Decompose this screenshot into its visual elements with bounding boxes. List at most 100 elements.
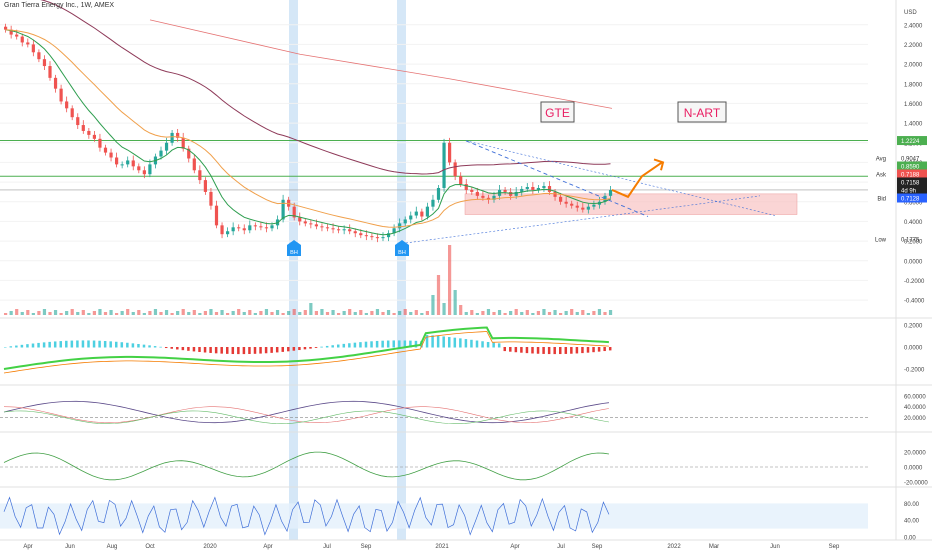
macd-histogram-bar bbox=[259, 347, 262, 354]
macd-histogram-bar bbox=[547, 347, 551, 355]
macd-histogram-bar bbox=[503, 347, 506, 352]
candle-body bbox=[42, 59, 47, 67]
candle-body bbox=[209, 191, 213, 206]
macd-histogram-bar bbox=[53, 341, 57, 348]
volume-bar bbox=[386, 310, 391, 315]
stoch-tick-label: 0.00 bbox=[904, 536, 916, 542]
stoch-tick-label: 40.00 bbox=[904, 519, 920, 525]
price-tick-label: 0.0000 bbox=[904, 259, 923, 265]
candle-body bbox=[431, 199, 435, 207]
candle-body bbox=[65, 101, 69, 109]
candle-body bbox=[103, 147, 108, 153]
candle-body bbox=[109, 152, 113, 158]
macd-histogram-bar bbox=[320, 346, 323, 348]
time-axis-label: Apr bbox=[263, 544, 272, 550]
macd-histogram-bar bbox=[464, 339, 468, 348]
candle-body bbox=[214, 205, 219, 226]
macd-histogram-bar bbox=[42, 342, 46, 348]
volume-bar bbox=[126, 309, 130, 315]
volume-bar bbox=[425, 311, 429, 315]
volume-bar bbox=[9, 311, 13, 315]
price-tick-label: 0.6000 bbox=[904, 200, 923, 206]
volume-bar bbox=[353, 312, 357, 315]
volume-bar bbox=[281, 313, 285, 315]
time-axis-label: 2020 bbox=[203, 544, 217, 550]
macd-histogram-bar bbox=[514, 347, 518, 353]
price-tick-label: -0.4000 bbox=[904, 299, 925, 305]
macd-histogram-bar bbox=[220, 347, 223, 354]
signal-badge-label: BH bbox=[398, 250, 406, 256]
macd-histogram-bar bbox=[103, 340, 107, 348]
candle-body bbox=[253, 225, 257, 227]
axis-tag-bg bbox=[897, 193, 927, 203]
candle-body bbox=[92, 134, 96, 139]
signal-band-1 bbox=[289, 0, 298, 540]
macd-histogram-bar bbox=[70, 340, 74, 348]
volume-bar bbox=[253, 313, 257, 315]
macd-histogram-bar bbox=[370, 341, 373, 348]
candle-body bbox=[564, 201, 568, 204]
candle-body bbox=[436, 187, 441, 200]
macd-histogram-bar bbox=[492, 342, 495, 348]
volume-bar bbox=[226, 313, 230, 315]
macd-histogram-bar bbox=[131, 343, 135, 348]
volume-bar bbox=[359, 310, 363, 315]
macd-histogram-bar bbox=[142, 344, 146, 348]
volume-bar bbox=[431, 295, 435, 315]
axis-tag-name: Avg bbox=[876, 157, 886, 163]
candle-body bbox=[453, 162, 457, 177]
volume-bar bbox=[170, 313, 174, 315]
macd-histogram-bar bbox=[475, 340, 479, 348]
volume-bar bbox=[475, 313, 479, 315]
volume-bar bbox=[37, 311, 41, 315]
macd-histogram-bar bbox=[392, 340, 395, 348]
macd-histogram-bar bbox=[159, 346, 162, 348]
volume-bar bbox=[309, 303, 313, 315]
projection-arrowhead bbox=[653, 158, 665, 171]
macd-histogram-bar bbox=[264, 347, 268, 354]
macd-histogram-bar bbox=[226, 347, 229, 354]
candle-body bbox=[503, 189, 507, 192]
macd-histogram-bar bbox=[470, 339, 473, 348]
candle-body bbox=[514, 191, 518, 196]
candle-body bbox=[170, 132, 174, 143]
volume-bar bbox=[4, 313, 8, 315]
volume-bar bbox=[275, 310, 280, 315]
volume-bar bbox=[398, 311, 402, 315]
candle-body bbox=[414, 211, 418, 216]
candle-body bbox=[192, 158, 196, 171]
time-axis-label: Apr bbox=[510, 544, 519, 550]
candle-body bbox=[126, 160, 130, 165]
time-axis-label: Apr bbox=[23, 544, 32, 550]
candle-body bbox=[536, 187, 540, 190]
candle-body bbox=[303, 221, 307, 224]
candle-body bbox=[15, 34, 19, 37]
price-tick-label: 0.2000 bbox=[904, 240, 923, 246]
price-tick-label: 0.4000 bbox=[904, 220, 923, 226]
volume-bar bbox=[103, 312, 108, 315]
macd-histogram-bar bbox=[436, 335, 440, 348]
volume-bar bbox=[464, 312, 468, 315]
momentum-tick-label: -20.0000 bbox=[904, 481, 928, 487]
macd-histogram-bar bbox=[364, 341, 368, 348]
candle-body bbox=[120, 164, 124, 166]
volume-bar bbox=[92, 311, 96, 315]
macd-histogram-bar bbox=[214, 347, 218, 354]
macd-histogram-bar bbox=[342, 343, 346, 348]
time-axis-label: Mar bbox=[709, 544, 719, 550]
volume-bar bbox=[570, 309, 574, 315]
candle-body bbox=[509, 191, 513, 196]
candle-body bbox=[342, 229, 346, 231]
momentum-tick-label: 0.0000 bbox=[904, 466, 923, 472]
volume-bar bbox=[53, 310, 58, 315]
macd-histogram-bar bbox=[459, 338, 462, 348]
macd-histogram-bar bbox=[586, 347, 590, 353]
macd-histogram-bar bbox=[65, 340, 68, 348]
volume-bar bbox=[214, 312, 219, 315]
candle-body bbox=[98, 138, 102, 148]
volume-bar bbox=[203, 311, 207, 315]
macd-histogram-bar bbox=[314, 347, 318, 348]
macd-histogram-bar bbox=[298, 347, 301, 351]
volume-bar bbox=[581, 310, 585, 315]
